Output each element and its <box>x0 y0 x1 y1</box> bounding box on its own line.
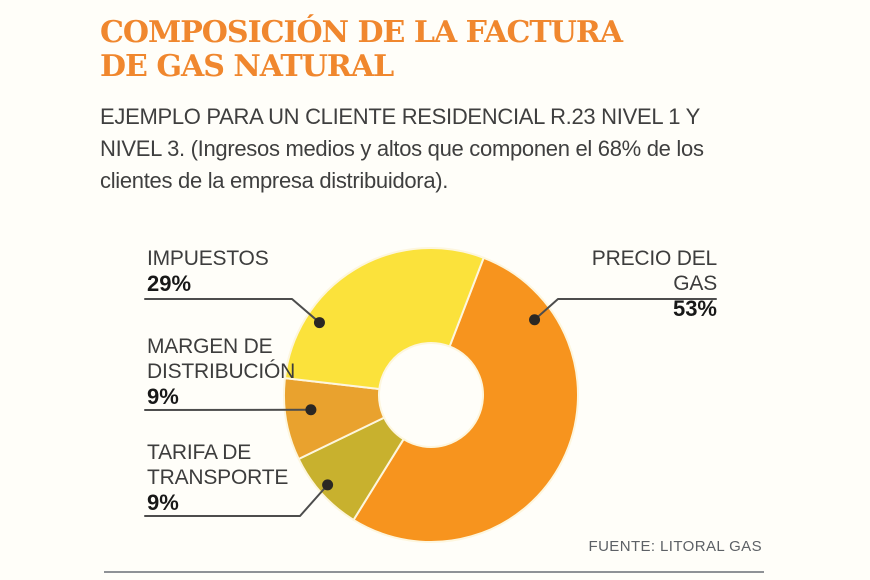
callout-dot-impuestos <box>313 317 325 329</box>
label-impuestos-name: IMPUESTOS <box>147 247 269 270</box>
callout-line-impuestos <box>144 298 321 324</box>
label-precio-del-gas-name: PRECIO DEL GAS <box>591 247 717 295</box>
page-subtitle-line-1: EJEMPLO PARA UN CLIENTE RESIDENCIAL R.23… <box>100 104 700 129</box>
label-margen-de-distribucion-name: MARGEN DE DISTRIBUCIÓN <box>147 335 296 383</box>
source-note: FUENTE: LITORAL GAS <box>588 538 762 555</box>
label-margen-de-distribucion-pct: 9% <box>147 384 179 409</box>
page-subtitle-line-2: NIVEL 3. (Ingresos medios y altos que co… <box>100 136 704 161</box>
label-impuestos: IMPUESTOS 29% <box>147 246 307 296</box>
label-margen-de-distribucion: MARGEN DE DISTRIBUCIÓN 9% <box>147 334 297 409</box>
page-title-line-2: DE GAS NATURAL <box>100 49 394 84</box>
callout-dot-margen-de-distribucion <box>305 404 317 416</box>
page-subtitle-line-3: clientes de la empresa distribuidora). <box>100 168 449 193</box>
callout-line-precio-del-gas <box>533 298 717 321</box>
page-title: COMPOSICIÓN DE LA FACTURA DE GAS NATURAL <box>100 15 623 84</box>
pie-slice-precio-del-gas <box>352 256 579 543</box>
bottom-divider <box>104 571 764 573</box>
page-subtitle: EJEMPLO PARA UN CLIENTE RESIDENCIAL R.23… <box>100 101 704 197</box>
label-impuestos-pct: 29% <box>147 271 192 296</box>
pie-slice-impuestos <box>283 247 485 391</box>
callout-line-tarifa-de-transporte <box>144 483 329 517</box>
label-precio-del-gas-pct: 53% <box>672 296 717 321</box>
page-title-line-1: COMPOSICIÓN DE LA FACTURA <box>100 15 623 50</box>
label-precio-del-gas: PRECIO DEL GAS 53% <box>557 246 717 321</box>
callout-dot-tarifa-de-transporte <box>322 479 334 491</box>
label-tarifa-de-transporte-pct: 9% <box>147 490 179 515</box>
label-tarifa-de-transporte: TARIFA DE TRANSPORTE 9% <box>147 440 297 515</box>
label-tarifa-de-transporte-name: TARIFA DE TRANSPORTE <box>147 441 289 489</box>
callout-dot-precio-del-gas <box>529 314 541 326</box>
